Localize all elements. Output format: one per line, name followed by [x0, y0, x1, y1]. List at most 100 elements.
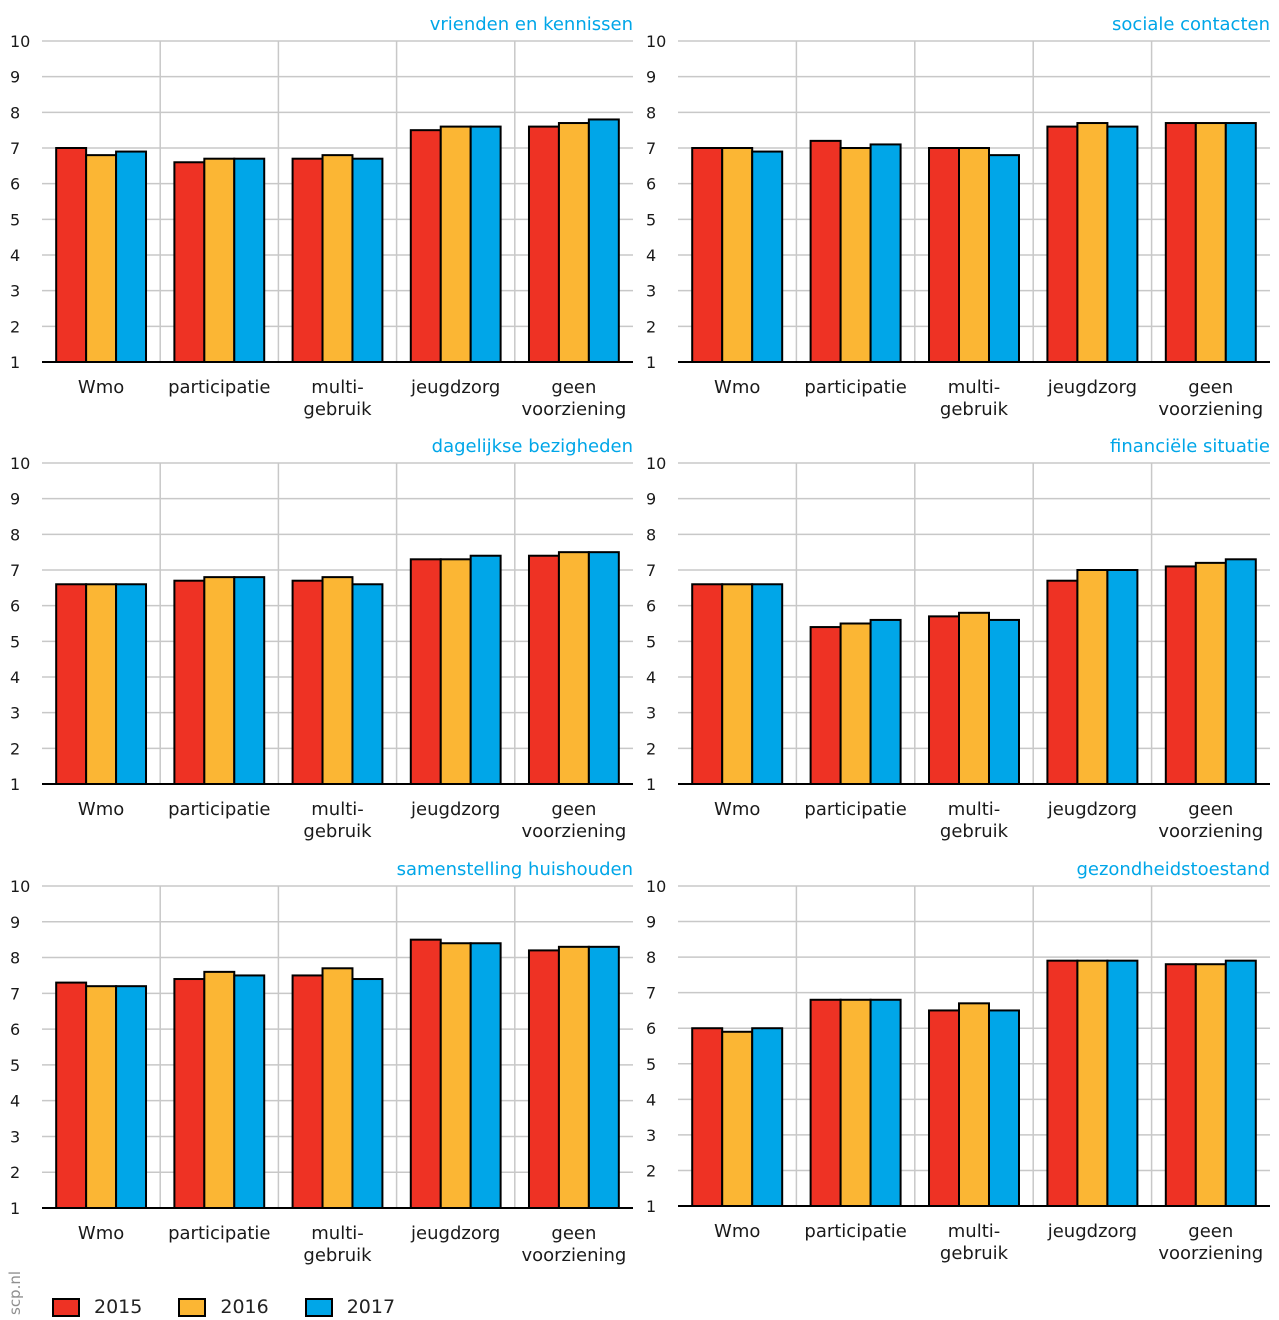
x-tick-label: multi-gebruik	[303, 799, 372, 842]
bar-2015	[173, 161, 206, 363]
y-tick-label: 7	[646, 561, 656, 580]
y-tick-label: 8	[10, 949, 20, 968]
x-tick-label-line: Wmo	[78, 1223, 124, 1244]
x-tick-label: multi-gebruik	[940, 799, 1009, 842]
bar-2016	[839, 147, 872, 363]
x-tick-label: jeugdzorg	[410, 1223, 500, 1244]
y-tick-label: 3	[10, 1127, 20, 1146]
bar-2016	[958, 1002, 990, 1207]
bar-2017	[587, 118, 620, 364]
y-tick-label: 7	[10, 561, 20, 580]
x-tick-label-line: voorziening	[521, 1245, 626, 1266]
y-tick-label: 10	[646, 877, 666, 896]
bar-2015	[55, 981, 88, 1209]
x-tick-label: participatie	[168, 1223, 270, 1244]
x-tick-label-line: multi-	[948, 799, 1001, 820]
bar-2015	[809, 139, 842, 363]
y-tick-label: 3	[10, 282, 20, 301]
x-tick-label-line: gebruik	[940, 821, 1009, 842]
y-tick-label: 8	[646, 525, 656, 544]
x-tick-label-line: jeugdzorg	[1047, 799, 1137, 820]
x-tick-label-line: participatie	[804, 377, 906, 398]
x-tick-label: Wmo	[714, 1221, 760, 1242]
y-tick-label: 6	[646, 597, 656, 616]
bar-2016	[958, 147, 990, 363]
legend-item-2015: 2015	[52, 1296, 142, 1318]
y-tick-label: 10	[646, 454, 666, 473]
y-tick-label: 6	[646, 1019, 656, 1038]
y-tick-label: 6	[10, 597, 20, 616]
legend: 2015 2016 2017	[52, 1296, 431, 1318]
bar-2017	[115, 150, 148, 363]
bar-2017	[1106, 959, 1139, 1208]
x-tick-label: multi-gebruik	[303, 1223, 372, 1266]
y-tick-label: 5	[10, 632, 20, 651]
x-tick-label: Wmo	[714, 799, 760, 820]
x-tick-label: participatie	[804, 799, 906, 820]
bar-2016	[439, 558, 472, 785]
bar-2016	[839, 622, 872, 785]
bar-2017	[987, 154, 1020, 363]
bar-2016	[203, 157, 236, 363]
y-tick-label: 1	[10, 775, 20, 794]
y-tick-label: 6	[10, 175, 20, 194]
bar-2016	[1076, 959, 1109, 1208]
bar-2017	[233, 974, 266, 1210]
bar-2017	[115, 985, 148, 1210]
bar-2016	[557, 122, 590, 363]
x-tick-label: Wmo	[78, 1223, 124, 1244]
chart-panel-4: 1 2 3 4 5 6 7 8 9 10 Wmo participatie multi-gebruik j…	[646, 436, 1270, 842]
bar-2016	[203, 576, 236, 786]
x-tick-label: multi-gebruik	[940, 377, 1009, 420]
bar-2016	[321, 154, 354, 363]
x-tick-label-line: Wmo	[714, 1221, 760, 1242]
bar-2017	[1106, 569, 1139, 785]
x-tick-label-line: gebruik	[303, 399, 372, 420]
y-tick-label: 8	[646, 948, 656, 967]
y-tick-label: 1	[10, 1199, 20, 1218]
y-tick-label: 2	[646, 1161, 656, 1180]
bar-2016	[1194, 561, 1227, 785]
y-tick-label: 2	[10, 317, 20, 336]
y-tick-label: 9	[646, 68, 656, 87]
source-label: scp.nl	[6, 1270, 24, 1315]
y-tick-label: 9	[646, 490, 656, 509]
bar-2017	[233, 576, 266, 786]
bar-2016	[85, 154, 118, 363]
x-tick-label-line: participatie	[804, 799, 906, 820]
bar-2016	[1194, 963, 1227, 1207]
y-tick-label: 2	[646, 739, 656, 758]
bar-2017	[351, 157, 384, 363]
x-tick-label-line: participatie	[168, 799, 270, 820]
x-tick-label-line: jeugdzorg	[1047, 1221, 1137, 1242]
bar-2017	[751, 150, 784, 363]
x-tick-label-line: Wmo	[714, 799, 760, 820]
bar-2017	[351, 978, 384, 1209]
bar-2015	[291, 974, 324, 1210]
y-tick-label: 8	[646, 103, 656, 122]
legend-item-2016: 2016	[178, 1296, 269, 1318]
bar-2016	[557, 945, 590, 1209]
x-tick-label: multi-gebruik	[303, 377, 372, 420]
x-tick-label-line: geen	[1188, 799, 1233, 820]
x-tick-label-line: voorziening	[1158, 399, 1263, 420]
bar-2015	[409, 938, 442, 1210]
y-tick-label: 9	[646, 913, 656, 932]
y-tick-label: 6	[10, 1020, 20, 1039]
y-tick-label: 4	[646, 246, 656, 265]
bar-2017	[351, 583, 384, 785]
x-tick-label-line: gebruik	[940, 399, 1009, 420]
bar-2016	[85, 985, 118, 1210]
x-tick-label-line: Wmo	[714, 377, 760, 398]
chart-title: financiële situatie	[1110, 436, 1270, 457]
chart-title: samenstelling huishouden	[397, 859, 633, 880]
bar-2015	[928, 1009, 961, 1208]
bar-2016	[85, 583, 118, 785]
x-tick-label-line: voorziening	[521, 821, 626, 842]
bar-2015	[527, 949, 560, 1210]
x-tick-label: Wmo	[78, 799, 124, 820]
y-tick-label: 1	[646, 1197, 656, 1216]
x-tick-label: jeugdzorg	[410, 799, 500, 820]
bar-2015	[691, 1027, 724, 1207]
